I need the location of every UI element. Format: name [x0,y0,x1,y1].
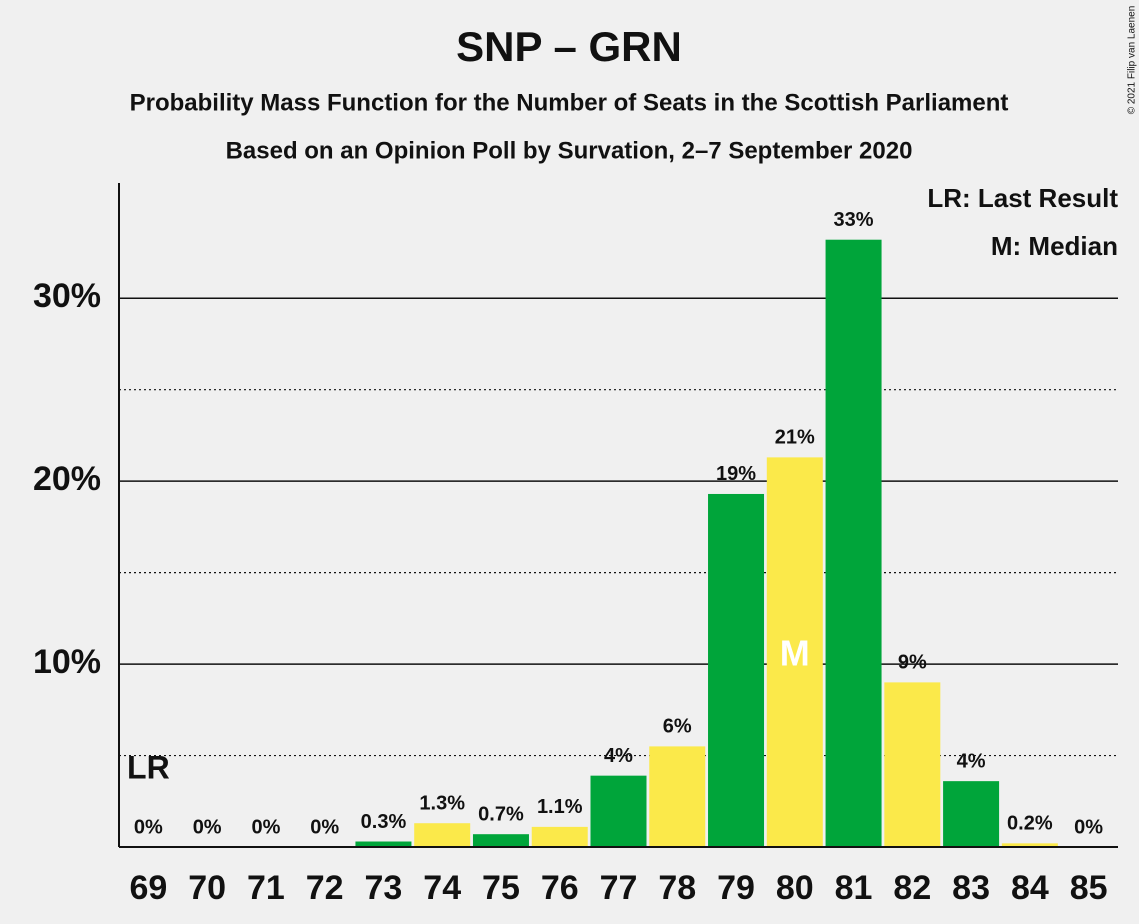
bar [472,834,529,847]
x-tick-label: 69 [129,869,167,907]
x-tick-label: 77 [600,869,638,907]
value-label: 19% [716,463,756,485]
bar [825,239,882,848]
legend-entry: LR: Last Result [927,183,1118,213]
x-tick-label: 72 [306,869,344,907]
chart-title: SNP – GRN [456,23,682,70]
x-tick-label: 79 [717,869,755,907]
x-tick-label: 80 [776,869,814,907]
bar [1001,843,1058,847]
last-result-marker: LR [127,750,170,786]
bar [355,841,412,847]
x-tick-label: 71 [247,869,285,907]
value-label: 1.1% [537,796,583,818]
bar [884,682,941,847]
x-tick-label: 83 [952,869,990,907]
value-label: 9% [898,652,927,674]
x-tick-label: 81 [835,869,873,907]
x-tick-label: 73 [365,869,403,907]
legend-entry: M: Median [991,231,1118,261]
x-tick-label: 84 [1011,869,1049,907]
value-label: 6% [663,716,692,738]
x-tick-label: 82 [893,869,931,907]
x-tick-label: 76 [541,869,579,907]
x-tick-label: 85 [1070,869,1108,907]
value-label: 1.3% [419,793,465,815]
value-label: 0% [134,816,163,838]
chart-subtitle: Probability Mass Function for the Number… [130,89,1009,116]
bar [590,775,647,847]
value-label: 33% [834,209,874,231]
bar [943,781,1000,847]
y-tick-label: 30% [33,277,101,315]
value-label: 0% [310,816,339,838]
x-tick-label: 78 [658,869,696,907]
value-label: 0.3% [361,811,407,833]
value-label: 0.2% [1007,813,1053,835]
y-tick-label: 20% [33,460,101,498]
value-label: 0% [251,816,280,838]
chart-subtitle: Based on an Opinion Poll by Survation, 2… [226,137,913,164]
median-marker: M [780,633,810,674]
bar [531,826,588,847]
x-tick-label: 70 [188,869,226,907]
value-label: 4% [604,745,633,767]
value-label: 0.7% [478,803,524,825]
bar [649,746,706,847]
y-tick-label: 10% [33,643,101,681]
bar [414,823,471,847]
bar [708,493,765,847]
value-label: 0% [1074,816,1103,838]
value-label: 21% [775,427,815,449]
bar [766,457,823,847]
credit: © 2021 Filip van Laenen [1127,6,1138,115]
value-label: 0% [193,816,222,838]
value-label: 4% [957,750,986,772]
x-tick-label: 74 [423,869,461,907]
x-tick-label: 75 [482,869,520,907]
